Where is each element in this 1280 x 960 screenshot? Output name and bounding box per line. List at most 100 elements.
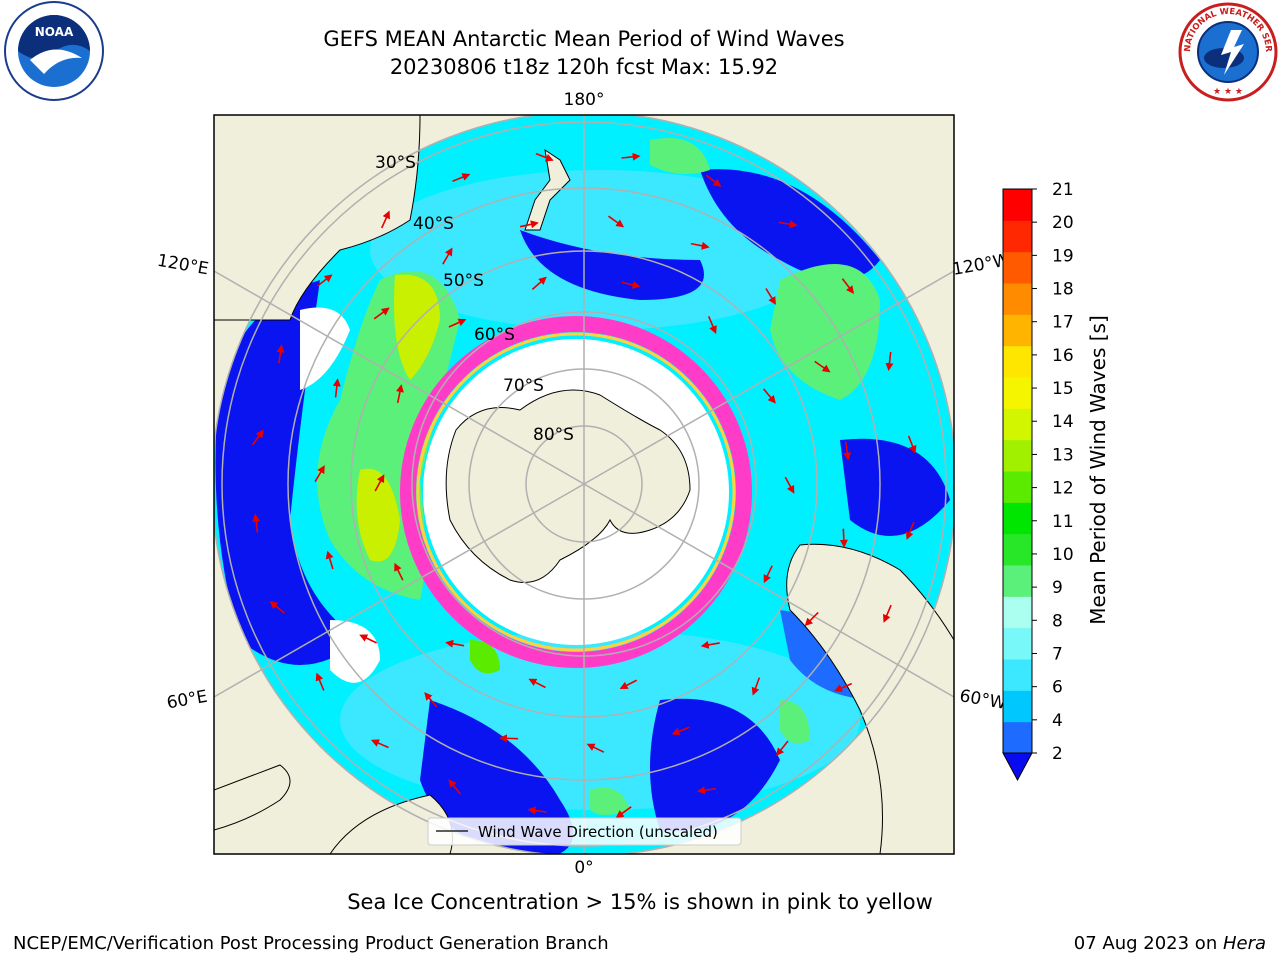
- noaa-logo-text: NOAA: [35, 25, 74, 39]
- wind-wave-arrow: [804, 611, 819, 627]
- graticule: [214, 115, 954, 854]
- wind-wave-arrow: [608, 215, 625, 228]
- colorbar-segment: [1003, 439, 1032, 472]
- wind-wave-arrow: [445, 639, 465, 648]
- colorbar-tick-label: 11: [1052, 512, 1074, 532]
- blue-region-south: [650, 698, 780, 832]
- wind-wave-arrow: [615, 806, 632, 819]
- wind-wave-arrow: [763, 565, 773, 584]
- wind-wave-arrow: [586, 743, 605, 753]
- wind-wave-arrow: [396, 384, 404, 404]
- wind-wave-arrow: [448, 779, 462, 795]
- colorbar-tick-label: 9: [1052, 578, 1063, 598]
- wind-wave-arrow: [269, 600, 285, 614]
- wind-wave-arrow: [834, 682, 853, 692]
- wind-wave-arrow: [621, 152, 641, 161]
- legend-label: Wind Wave Direction (unscaled): [478, 823, 718, 841]
- colorbar-tick-label: 6: [1052, 678, 1063, 698]
- colorbar-segment: [1003, 533, 1032, 566]
- colorbar-tick-label: 21: [1052, 180, 1074, 200]
- wind-wave-arrow: [252, 513, 261, 533]
- wind-wave-arrows: [251, 152, 917, 819]
- map-area: 30°S 40°S 50°S 60°S 70°S 80°S Wind Wave …: [214, 115, 954, 854]
- colorbar-tick-label: 16: [1052, 346, 1074, 366]
- wind-wave-arrow: [765, 288, 776, 305]
- wind-wave-arrow: [315, 672, 325, 691]
- map-legend: Wind Wave Direction (unscaled): [427, 817, 742, 846]
- nws-logo: NATIONAL WEATHER SERVICE ★ ★ ★: [1176, 0, 1278, 102]
- noaa-logo: NOAA: [4, 1, 104, 101]
- wind-wave-arrow: [841, 278, 855, 294]
- wind-wave-arrow: [424, 692, 438, 708]
- colorbar-tick-label: 19: [1052, 246, 1074, 266]
- parallel-label-30s: 30°S: [375, 153, 416, 173]
- parallel-label-70s: 70°S: [503, 376, 544, 396]
- wind-wave-arrow: [843, 441, 852, 461]
- wind-wave-arrow: [442, 247, 453, 265]
- chart-title: GEFS MEAN Antarctic Mean Period of Wind …: [323, 27, 845, 51]
- wind-wave-arrow: [527, 806, 547, 815]
- colorbar-segment: [1003, 377, 1032, 409]
- colorbar-tick-label: 15: [1052, 379, 1074, 399]
- antarctica-landmass: [445, 389, 691, 583]
- wind-wave-arrow: [882, 604, 892, 623]
- meridian-label-120w: 120°W: [951, 250, 1012, 280]
- wind-wave-arrow: [498, 734, 519, 743]
- wind-wave-arrow: [784, 476, 795, 494]
- colorbar-segment: [1003, 690, 1032, 723]
- sea-ice-note: Sea Ice Concentration > 15% is shown in …: [347, 890, 933, 914]
- wind-wave-arrow: [251, 429, 264, 446]
- map-frame: [213, 114, 955, 855]
- meridian-label-180: 180°: [564, 90, 605, 110]
- colorbar-frame: [1002, 188, 1033, 754]
- colorbar-segment: [1003, 627, 1032, 660]
- wind-wave-arrow: [814, 360, 831, 373]
- green-max-southwest: [470, 640, 500, 674]
- wind-wave-arrow: [535, 152, 554, 162]
- svg-text:★ ★ ★: ★ ★ ★: [1213, 87, 1243, 97]
- wind-wave-arrow: [671, 726, 690, 736]
- wind-wave-arrow: [380, 210, 390, 229]
- wind-wave-arrow: [370, 739, 389, 749]
- band-light-cyan-north: [370, 170, 830, 330]
- colorbar-tick-label: 2: [1052, 744, 1063, 764]
- wind-wave-arrow: [332, 378, 341, 398]
- footer-date: 07 Aug 2023 on Hera: [1074, 933, 1266, 954]
- footer-date-text: 07 Aug 2023 on: [1073, 933, 1223, 954]
- blue-region-east: [840, 438, 950, 536]
- colorbar-tick-label: 10: [1052, 545, 1074, 565]
- green-region-north-small: [650, 138, 710, 174]
- wind-wave-arrow: [276, 344, 285, 364]
- wind-wave-arrow: [452, 173, 471, 182]
- wind-wave-arrow: [707, 315, 717, 335]
- colorbar-segment: [1003, 721, 1032, 754]
- wind-wave-arrow: [705, 174, 722, 187]
- wind-wave-arrow: [776, 740, 789, 756]
- colorbar-segment: [1003, 189, 1032, 221]
- colorbar-tick-label: 17: [1052, 313, 1074, 333]
- wind-wave-arrow: [905, 521, 915, 540]
- wind-wave-arrow: [762, 388, 776, 404]
- parallel-label-40s: 40°S: [413, 214, 454, 234]
- footer-credit: NCEP/EMC/Verification Post Processing Pr…: [13, 933, 609, 954]
- wind-wave-arrow: [394, 562, 404, 581]
- chart-subtitle-forecast: 20230806 t18z 120h fcst Max: 15.92: [389, 55, 779, 79]
- colorbar: 2 4 6 7 8 9 10 11 12 13 14 15 16 17 18 19 20 21: [1002, 180, 1074, 782]
- wind-wave-arrow: [619, 679, 638, 689]
- colorbar-segment: [1003, 220, 1032, 253]
- wind-wave-arrow: [700, 640, 720, 649]
- colorbar-tick-label: 4: [1052, 711, 1063, 731]
- meridian-label-60w: 60°W: [958, 686, 1008, 714]
- colorbar-segment: [1003, 502, 1032, 535]
- wind-wave-arrow: [314, 465, 325, 483]
- colorbar-tick-label: 20: [1052, 213, 1074, 233]
- wind-wave-arrow: [325, 550, 334, 570]
- wind-wave-arrow: [751, 677, 761, 696]
- wind-wave-arrow: [690, 241, 710, 250]
- wind-wave-arrow: [778, 220, 798, 229]
- parallel-label-60s: 60°S: [474, 325, 515, 345]
- wind-wave-arrow: [359, 634, 377, 644]
- green-region-south-small: [590, 787, 630, 815]
- green-region-pacific: [770, 264, 880, 400]
- wind-wave-arrow: [839, 528, 848, 548]
